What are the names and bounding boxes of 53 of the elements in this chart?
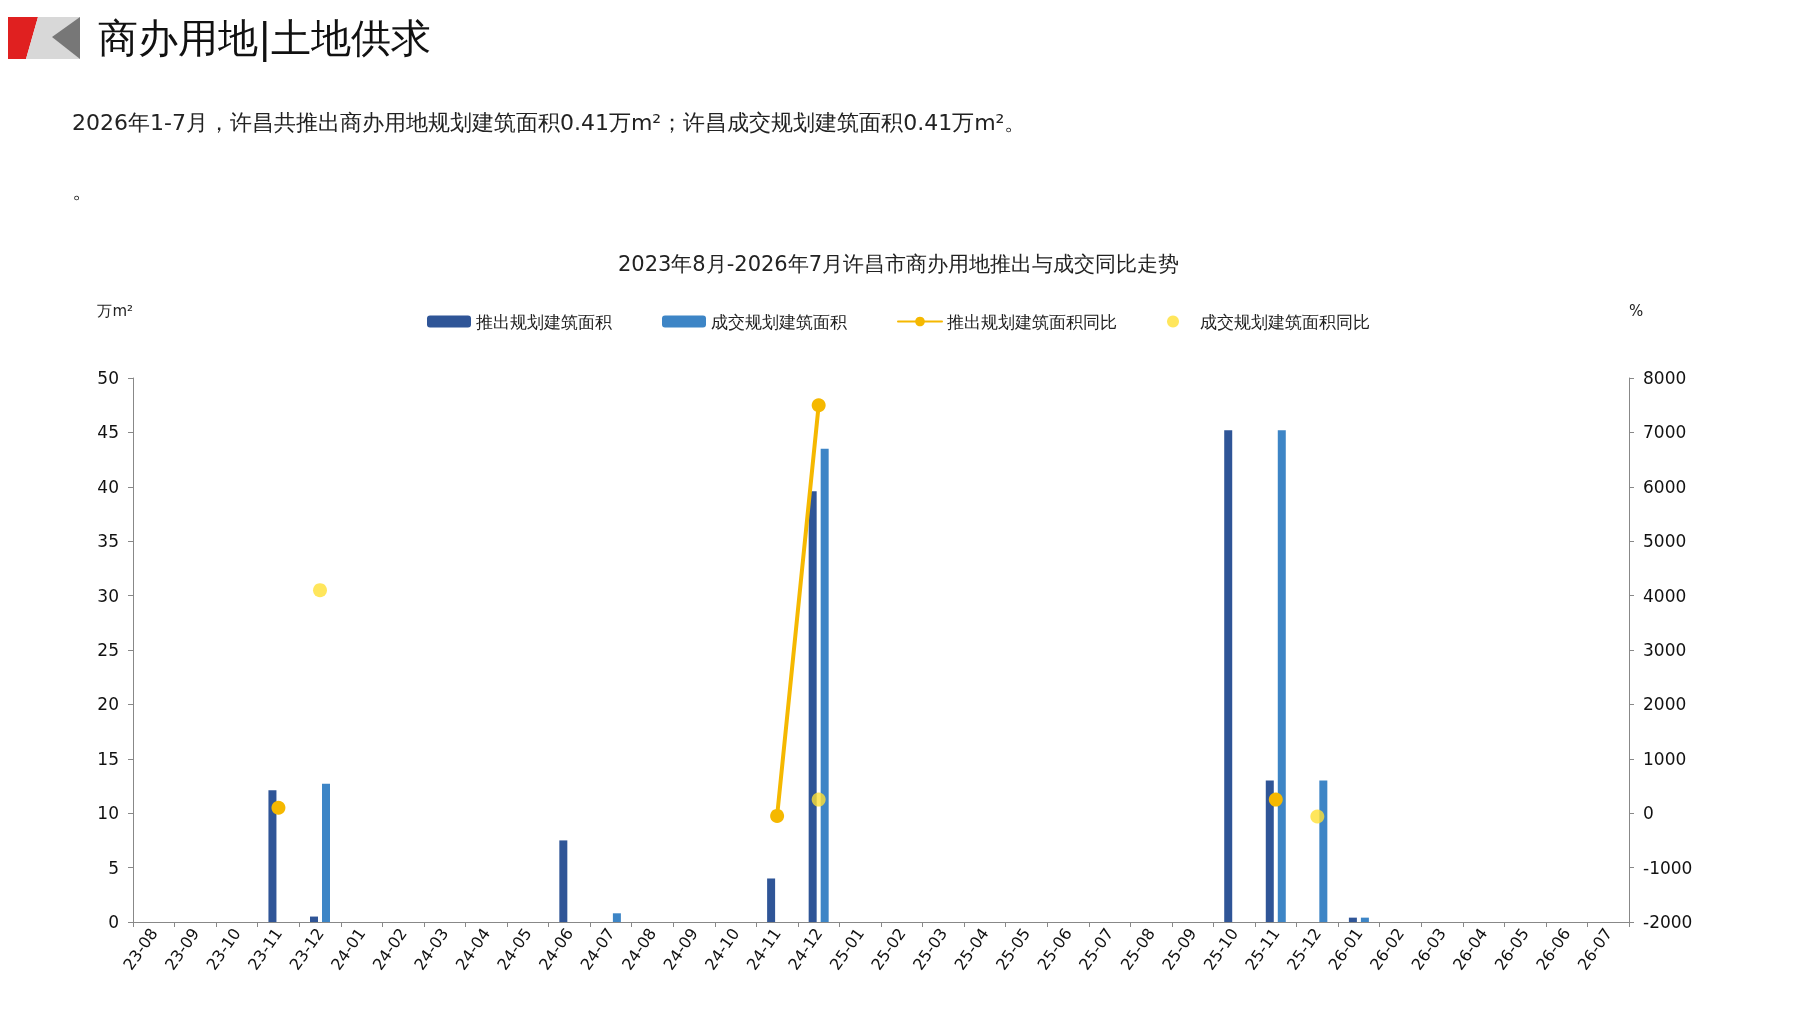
y-tick-label: 0	[108, 912, 119, 932]
legend-label: 推出规划建筑面积同比	[947, 311, 1117, 332]
bar	[1319, 780, 1328, 922]
bar	[808, 491, 817, 922]
y-tick-label: 5	[108, 857, 119, 878]
y2-tick-label: 0	[1643, 803, 1654, 824]
bar	[1348, 917, 1357, 922]
y-tick-label: 20	[97, 694, 119, 715]
point	[770, 808, 785, 823]
text: 。	[72, 177, 95, 205]
y-tick-label: 30	[97, 585, 119, 606]
y2-tick-label: 4000	[1643, 585, 1687, 606]
legend-label: 成交规划建筑面积	[711, 311, 847, 332]
y2-tick-label: -1000	[1643, 857, 1693, 878]
y2-tick-label: 1000	[1643, 748, 1687, 769]
y2-axis-title: %	[1629, 301, 1644, 320]
text: 2026年1-7月，许昌共推出商办用地规划建筑面积0.41万m²；许昌成交规划建筑面积0.41万m²。	[72, 110, 1027, 135]
bar	[268, 790, 277, 922]
bar	[310, 916, 318, 922]
point	[271, 800, 286, 815]
point	[1268, 792, 1283, 807]
point	[811, 792, 826, 807]
bar	[559, 840, 568, 922]
y2-tick-label: 7000	[1643, 422, 1687, 443]
y2-tick-label: 2000	[1643, 694, 1687, 715]
y-tick-label: 40	[97, 476, 119, 497]
point	[811, 398, 826, 413]
y-tick-label: 25	[97, 640, 119, 660]
y-tick-label: 35	[97, 531, 119, 552]
point	[1310, 809, 1325, 824]
legend-label: 成交规划建筑面积同比	[1200, 311, 1370, 332]
bar	[1224, 430, 1233, 922]
y2-tick-label: 5000	[1643, 531, 1687, 552]
legend-label: 推出规划建筑面积	[476, 311, 612, 332]
y-tick-label: 10	[97, 803, 119, 824]
bar	[820, 448, 829, 922]
y-tick-label: 50	[97, 368, 119, 388]
bar	[1360, 917, 1369, 922]
y2-tick-label: 3000	[1643, 640, 1687, 660]
bar	[767, 878, 776, 922]
point	[313, 583, 327, 598]
y-tick-label: 45	[97, 422, 119, 443]
bar	[1277, 430, 1286, 922]
bar	[322, 783, 330, 922]
y-tick-label: 15	[97, 748, 119, 769]
text: 商办用地|土地供求	[98, 13, 432, 64]
chart-title: 2023年8月-2026年7月许昌市商办用地推出与成交同比走势	[617, 251, 1180, 276]
y2-tick-label: 8000	[1643, 368, 1687, 388]
y2-tick-label: -2000	[1643, 912, 1693, 932]
y2-tick-label: 6000	[1643, 476, 1687, 497]
bar	[612, 913, 621, 922]
bar	[1265, 780, 1274, 922]
y-axis-title: 万m²	[97, 301, 133, 320]
